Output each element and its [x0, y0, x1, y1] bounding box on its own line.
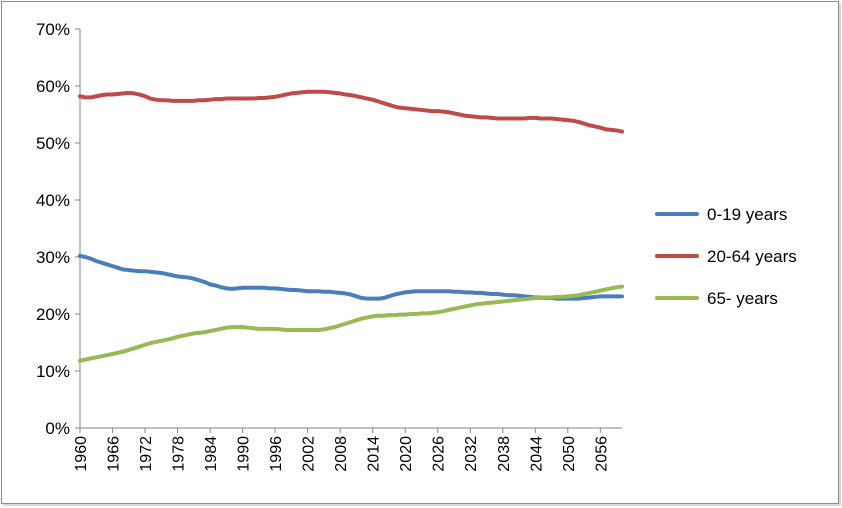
x-tick-label: 2032 — [463, 436, 480, 472]
series-line-1 — [78, 89, 624, 134]
x-tick-label: 2056 — [593, 436, 610, 472]
x-tick-label: 2008 — [333, 436, 350, 472]
x-tick-label: 1960 — [73, 436, 90, 472]
y-tick-label: 50% — [36, 134, 70, 153]
x-tick-label: 1972 — [138, 436, 155, 472]
x-axis: 1960 1966 1972 1978 1984 1990 1996 2002 2008 2014… — [73, 427, 622, 472]
series-line-2 — [78, 284, 624, 363]
legend: 0-19 years 20-64 years 65- years — [655, 205, 797, 308]
x-tick-label: 2014 — [366, 436, 383, 472]
x-tick-label: 2044 — [528, 436, 545, 472]
x-tick-label: 2026 — [431, 436, 448, 472]
y-tick-label: 20% — [36, 305, 70, 324]
y-axis: 0% 10% 20% 30% 40% 50% 60% 70% — [36, 20, 81, 438]
legend-label-2: 65- years — [707, 289, 778, 308]
y-tick-label: 30% — [36, 248, 70, 267]
x-tick-label: 2050 — [561, 436, 578, 472]
x-tick-label: 2038 — [496, 436, 513, 472]
x-tick-label: 1978 — [171, 436, 188, 472]
x-tick-label: 1990 — [236, 436, 253, 472]
y-tick-label: 0% — [45, 419, 70, 438]
series-line-0 — [78, 253, 624, 301]
x-tick-label: 2020 — [398, 436, 415, 472]
x-tick-label: 1996 — [268, 436, 285, 472]
legend-label-1: 20-64 years — [707, 247, 797, 266]
y-tick-label: 10% — [36, 362, 70, 381]
x-tick-label: 2002 — [301, 436, 318, 472]
y-tick-label: 60% — [36, 77, 70, 96]
y-tick-label: 40% — [36, 191, 70, 210]
series-lines — [78, 89, 624, 363]
line-chart: 0% 10% 20% 30% 40% 50% 60% 70% 1960 1966 1972 1978… — [36, 20, 797, 472]
legend-label-0: 0-19 years — [707, 205, 787, 224]
x-tick-label: 1966 — [106, 436, 123, 472]
x-tick-label: 1984 — [203, 436, 220, 472]
y-tick-label: 70% — [36, 20, 70, 39]
